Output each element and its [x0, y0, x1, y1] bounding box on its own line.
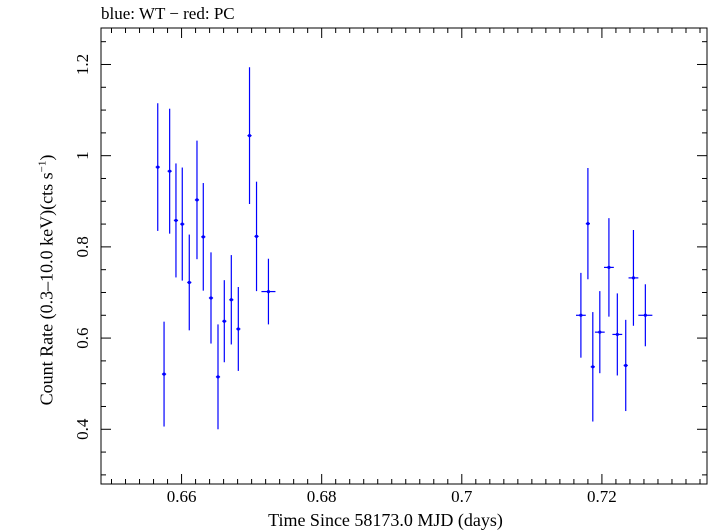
axis-ticks — [101, 28, 707, 484]
data-point — [628, 230, 639, 326]
y-tick-label: 1.2 — [73, 54, 92, 75]
x-tick-label: 0.72 — [587, 487, 617, 506]
point-marker — [180, 222, 184, 226]
point-marker — [195, 198, 199, 202]
data-point — [247, 67, 252, 205]
data-point — [173, 163, 179, 278]
point-marker — [222, 319, 226, 323]
point-marker — [156, 165, 160, 169]
plot-frame — [100, 27, 708, 485]
point-marker — [229, 298, 233, 302]
data-point — [604, 218, 614, 317]
x-tick-label: 0.7 — [451, 487, 473, 506]
data-point — [161, 321, 167, 427]
data-point — [638, 284, 653, 347]
point-marker — [236, 327, 240, 331]
data-point — [229, 255, 234, 345]
data-point — [187, 234, 192, 331]
data-point — [222, 280, 227, 363]
point-marker — [247, 134, 252, 138]
point-marker — [266, 289, 271, 294]
data-point — [594, 291, 605, 374]
data-point — [623, 319, 628, 412]
point-marker — [187, 280, 191, 285]
data-point — [180, 167, 185, 281]
point-marker — [168, 169, 172, 173]
y-tick-label: 0.4 — [73, 418, 92, 440]
y-tick-label: 0.6 — [73, 327, 92, 348]
data-point — [155, 103, 160, 231]
y-axis-label-close: ) — [36, 154, 57, 161]
point-marker — [216, 375, 220, 379]
point-marker — [209, 296, 213, 300]
y-axis-unit-exponent: −1 — [36, 160, 49, 173]
data-point — [236, 287, 241, 371]
point-marker — [579, 313, 583, 317]
data-point — [208, 252, 214, 344]
data-point — [201, 183, 206, 291]
y-axis-label-text: Count Rate (0.3–10.0 keV)(cts s — [36, 172, 57, 406]
data-point — [194, 140, 200, 260]
x-tick-label: 0.66 — [167, 487, 197, 506]
point-marker — [174, 218, 178, 223]
data-points — [155, 67, 653, 430]
point-marker — [162, 372, 166, 376]
x-tick-label: 0.68 — [307, 487, 337, 506]
data-point — [590, 312, 595, 422]
y-tick-label: 1 — [73, 151, 92, 160]
point-marker — [631, 276, 636, 280]
data-point — [167, 108, 172, 234]
data-point — [215, 324, 221, 430]
point-marker — [624, 363, 628, 368]
point-marker — [615, 332, 619, 337]
x-axis-label: Time Since 58173.0 MJD (days) — [268, 510, 503, 530]
point-marker — [254, 234, 259, 238]
point-marker — [607, 265, 611, 269]
point-marker — [598, 330, 602, 334]
y-tick-label: 0.8 — [73, 236, 92, 257]
point-marker — [643, 313, 647, 317]
point-marker — [591, 365, 595, 369]
axis-tick-labels: 0.66 0.68 0.7 0.72 0.4 0.6 0.8 1 1.2 — [73, 54, 617, 506]
y-axis-label: Count Rate (0.3–10.0 keV)(cts s−1) — [37, 155, 58, 406]
data-point — [612, 293, 623, 376]
point-marker — [586, 222, 590, 226]
data-point — [261, 258, 276, 325]
data-point — [585, 167, 591, 280]
point-marker — [201, 235, 205, 239]
data-point — [254, 181, 259, 292]
data-point — [575, 272, 586, 358]
chart-title: blue: WT − red: PC — [101, 4, 235, 23]
